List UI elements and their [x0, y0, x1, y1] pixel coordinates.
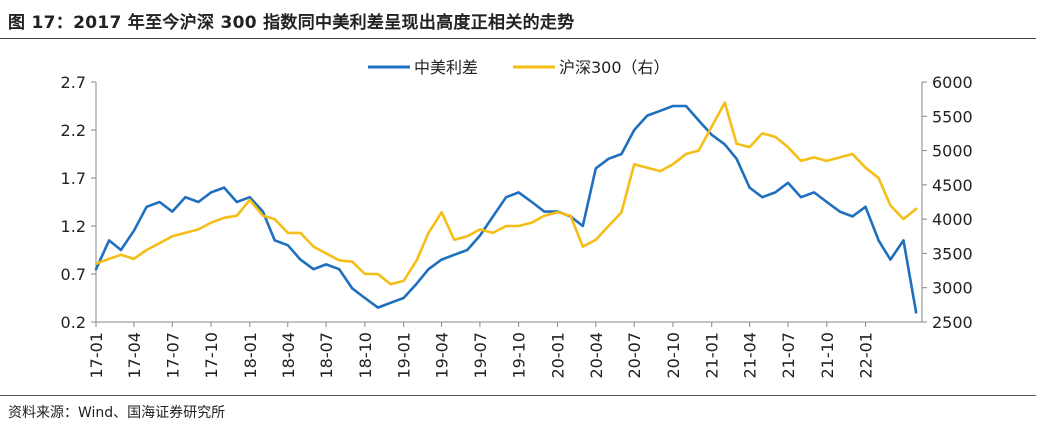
y-left-tick-label: 2.2: [61, 121, 86, 140]
legend-label-csi300: 沪深300（右）: [559, 58, 670, 77]
x-tick-label: 20-07: [625, 332, 644, 379]
y-right-tick-label: 3500: [932, 244, 973, 263]
legend-label-spread: 中美利差: [414, 58, 478, 77]
y-left-tick-label: 0.7: [61, 265, 86, 284]
source-divider: [0, 395, 1036, 396]
y-right-tick-label: 2500: [932, 313, 973, 332]
source-note: 资料来源：Wind、国海证券研究所: [8, 405, 226, 421]
x-tick-label: 18-10: [356, 332, 375, 379]
y-right-tick-label: 4000: [932, 210, 973, 229]
x-tick-label: 18-04: [279, 332, 298, 379]
x-tick-label: 20-10: [664, 332, 683, 379]
y-right-tick-label: 5000: [932, 142, 973, 161]
x-tick-label: 17-07: [163, 332, 182, 379]
x-tick-label: 17-01: [87, 332, 106, 379]
x-tick-label: 20-04: [587, 332, 606, 379]
y-right-tick-label: 3000: [932, 279, 973, 298]
x-tick-label: 18-01: [241, 332, 260, 379]
y-right-tick-label: 6000: [932, 73, 973, 92]
x-tick-label: 18-07: [317, 332, 336, 379]
series-line-csi300: [94, 101, 918, 286]
y-left-tick-label: 1.7: [61, 169, 86, 188]
x-tick-label: 22-01: [857, 332, 876, 379]
x-tick-label: 19-10: [510, 332, 529, 379]
series-layer: [94, 101, 918, 314]
figure-title: 图 17：2017 年至今沪深 300 指数同中美利差呈现出高度正相关的走势: [8, 13, 575, 33]
y-left-tick-label: 2.7: [61, 73, 86, 92]
title-divider: [0, 38, 1036, 39]
y-right-tick-label: 4500: [932, 176, 973, 195]
line-chart: 中美利差 沪深300（右） 0.2 0.7 1.2 1.7 2.2 2.7 2500 3000…: [61, 58, 973, 379]
y-left-tick-label: 1.2: [61, 217, 86, 236]
x-tick-label: 19-01: [395, 332, 414, 379]
y-right-tick-label: 5500: [932, 107, 973, 126]
x-tick-label: 21-10: [818, 332, 837, 379]
x-tick-label: 21-01: [703, 332, 722, 379]
x-tick-label: 19-04: [433, 332, 452, 379]
x-tick-label: 21-04: [741, 332, 760, 379]
y-left-tick-label: 0.2: [61, 313, 86, 332]
x-tick-label: 19-07: [471, 332, 490, 379]
series-line-spread: [94, 104, 918, 314]
x-tick-label: 20-01: [548, 332, 567, 379]
x-tick-label: 17-04: [125, 332, 144, 379]
x-tick-label: 21-07: [779, 332, 798, 379]
x-tick-label: 17-10: [202, 332, 221, 379]
legend: 中美利差 沪深300（右）: [368, 58, 670, 77]
axes: 0.2 0.7 1.2 1.7 2.2 2.7 2500 3000 3500 4000 4500 50…: [61, 73, 973, 379]
